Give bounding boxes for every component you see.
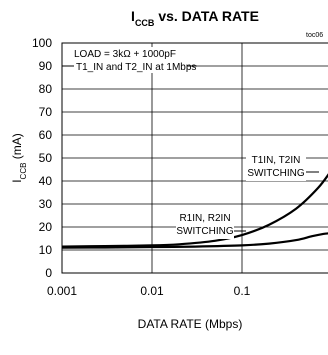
figure-ref: toc06 — [306, 32, 323, 39]
annotation-r1-background — [176, 211, 234, 239]
annotation-r1-line-1: R1IN, R2IN — [179, 213, 230, 224]
x-tick-label: 0.001 — [47, 284, 77, 298]
x-tick-label: 0.1 — [234, 284, 251, 298]
legend-line-inputs: T1_IN and T2_IN at 1Mbps — [76, 62, 196, 73]
y-axis-label: ICCB (mA) — [10, 133, 28, 183]
legend-line-load: LOAD = 3kΩ + 1000pF — [74, 49, 176, 60]
annotation-t1-line-2: SWITCHING — [247, 168, 304, 179]
y-tick-label: 50 — [39, 151, 53, 165]
y-tick-label: 100 — [32, 36, 52, 50]
series-line-t1in-t2in — [61, 173, 328, 248]
x-axis-label: DATA RATE (Mbps) — [138, 317, 243, 331]
annotation-t1-background — [246, 153, 306, 181]
y-tick-label: 10 — [39, 243, 53, 257]
y-tick-labels: 0 10 20 30 40 50 60 70 80 90 100 — [32, 36, 52, 280]
y-tick-label: 20 — [39, 220, 53, 234]
plot-frame — [61, 42, 328, 274]
annotation-r1-line-2: SWITCHING — [176, 226, 233, 237]
y-tick-label: 70 — [39, 105, 53, 119]
y-tick-label: 60 — [39, 128, 53, 142]
legend-background — [68, 47, 194, 73]
annotation-t1-line-1: T1IN, T2IN — [252, 155, 301, 166]
y-tick-label: 90 — [39, 59, 53, 73]
y-tick-label: 0 — [45, 266, 52, 280]
y-tick-label: 80 — [39, 82, 53, 96]
chart-title: ICCB vs. DATA RATE — [131, 8, 259, 28]
y-tick-label: 40 — [39, 174, 53, 188]
y-tick-label: 30 — [39, 197, 53, 211]
x-tick-label: 0.01 — [140, 284, 164, 298]
series-line-r1in-r2in — [61, 232, 328, 249]
x-tick-labels: 0.001 0.01 0.1 — [47, 284, 251, 298]
